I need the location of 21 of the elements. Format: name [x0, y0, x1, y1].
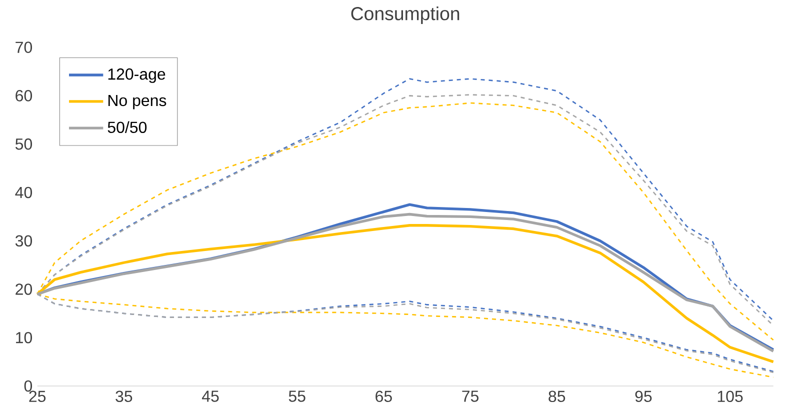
- legend-label: 120-age: [108, 68, 166, 83]
- x-tick-label: 35: [116, 390, 132, 402]
- y-tick-label: 70: [16, 42, 32, 53]
- legend-label: No pens: [108, 94, 166, 110]
- x-tick-label: 25: [29, 390, 46, 402]
- x-tick-label: 45: [202, 390, 219, 402]
- y-tick-label: 10: [16, 332, 32, 344]
- x-tick-label: 95: [635, 390, 652, 402]
- chart-title: Consumption: [351, 6, 460, 24]
- y-tick-label: 20: [16, 284, 32, 295]
- y-tick-label: 50: [15, 138, 32, 150]
- x-tick-label: 105: [718, 390, 743, 402]
- x-tick-label: 75: [462, 390, 478, 402]
- y-tick-label: 60: [16, 90, 32, 102]
- y-tick-label: 30: [15, 235, 32, 247]
- x-tick-label: 85: [548, 390, 566, 402]
- y-tick-label: 40: [15, 186, 32, 198]
- x-tick-label: 65: [376, 390, 392, 402]
- y-tick-label: 0: [24, 380, 32, 392]
- x-tick-label: 55: [288, 390, 306, 402]
- legend-label: 50/50: [108, 121, 147, 134]
